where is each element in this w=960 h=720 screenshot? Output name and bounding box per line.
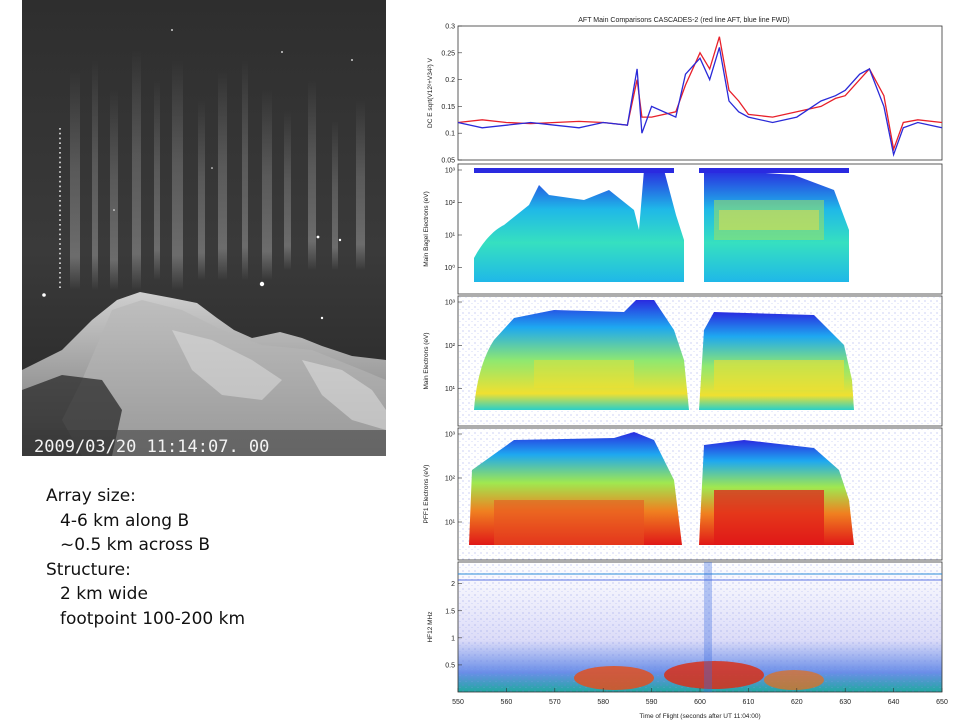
xtick-label: 610 — [743, 699, 755, 706]
ytick-label: 0.1 — [445, 131, 455, 138]
note-along-b: 4-6 km along B — [60, 510, 190, 531]
ytick-label: 10¹ — [445, 386, 456, 393]
array-notes: Array size: 4-6 km along B ~0.5 km acros… — [46, 484, 245, 632]
ytick-label: 2 — [451, 581, 455, 588]
xtick-label: 620 — [791, 699, 803, 706]
ytick-label: 0.2 — [445, 77, 455, 84]
panel1-yticks: 0.3 0.25 0.2 0.15 0.1 0.05 — [441, 24, 462, 165]
x-axis-label: Time of Flight (seconds after UT 11:04:0… — [639, 713, 760, 720]
panel4-yticks: 10³ 10² 10¹ — [445, 432, 462, 527]
panel-main-electrons: Main Electrons (eV) 10³ 10² 10¹ — [423, 295, 943, 427]
ytick-label: 0.05 — [441, 158, 455, 165]
xtick-label: 590 — [646, 699, 658, 706]
note-footpoint: footpoint 100-200 km — [60, 608, 246, 629]
auroral-rays — [70, 50, 365, 290]
panel2-ylabel: Main Bagel Electrons (eV) — [423, 191, 430, 267]
image-timestamp: 2009/03/20 11:14:07. 00 — [34, 437, 269, 456]
note-array-size: Array size: — [46, 486, 136, 506]
xtick-label: 640 — [888, 699, 900, 706]
ytick-label: 1.5 — [445, 608, 455, 615]
ytick-label: 10³ — [445, 168, 456, 175]
panel1-ylabel: DC E sqrt(V12²+V34²) V — [427, 57, 434, 128]
xtick-label: 650 — [936, 699, 948, 706]
chart-title: AFT Main Comparisons CASCADES-2 (red lin… — [578, 17, 790, 24]
panel-pff1-electrons: PFF1 Electrons (eV) 10³ 10² 10¹ — [423, 427, 943, 561]
ytick-label: 0.15 — [441, 104, 455, 111]
panel-hf12: HF12 MHz 2 1.5 1 0.5 — [427, 561, 943, 693]
xtick-label: 560 — [501, 699, 513, 706]
xtick-label: 550 — [452, 699, 464, 706]
panel-dc-e: DC E sqrt(V12²+V34²) V 0.3 0.25 0.2 0.15 0.1… — [427, 24, 943, 165]
ytick-label: 0.25 — [441, 50, 455, 57]
panel5-ylabel: HF12 MHz — [427, 611, 434, 642]
xtick-label: 630 — [839, 699, 851, 706]
panel5-yticks: 2 1.5 1 0.5 — [445, 581, 462, 669]
panel2-yticks: 10³ 10² 10¹ 10⁰ — [444, 168, 462, 272]
ytick-label: 10³ — [445, 432, 456, 439]
note-across-b: ~0.5 km across B — [60, 535, 211, 556]
series-line-fwd — [457, 47, 943, 158]
panel3-yticks: 10³ 10² 10¹ — [445, 300, 462, 393]
stars — [42, 29, 353, 320]
ytick-label: 10² — [445, 200, 456, 207]
xtick-label: 600 — [694, 699, 706, 706]
panel-main-bagel: Main Bagel Electrons (eV) 10³ 10² 10¹ 10⁰ — [423, 163, 943, 295]
ytick-label: 1 — [451, 635, 455, 642]
ytick-label: 10¹ — [445, 520, 456, 527]
allsky-camera-image: 2009/03/20 11:14:07. 00 — [22, 0, 386, 456]
ytick-label: 0.5 — [445, 662, 455, 669]
xtick-label: 580 — [597, 699, 609, 706]
xtick-label: 570 — [549, 699, 561, 706]
rocket-data-figure: AFT Main Comparisons CASCADES-2 (red lin… — [423, 17, 948, 720]
ytick-label: 0.3 — [445, 24, 455, 31]
note-width: 2 km wide — [60, 584, 148, 605]
x-axis-ticks: 550 560 570 580 590 600 610 620 630 640 650 — [452, 688, 948, 706]
note-structure: Structure: — [46, 559, 131, 580]
ytick-label: 10² — [445, 476, 456, 483]
ytick-label: 10¹ — [445, 233, 456, 240]
panel1-lines — [457, 36, 943, 158]
ytick-label: 10⁰ — [444, 264, 455, 272]
panel4-ylabel: PFF1 Electrons (eV) — [423, 465, 430, 524]
ytick-label: 10² — [445, 343, 456, 350]
ytick-label: 10³ — [445, 300, 456, 307]
panel3-ylabel: Main Electrons (eV) — [423, 332, 430, 389]
